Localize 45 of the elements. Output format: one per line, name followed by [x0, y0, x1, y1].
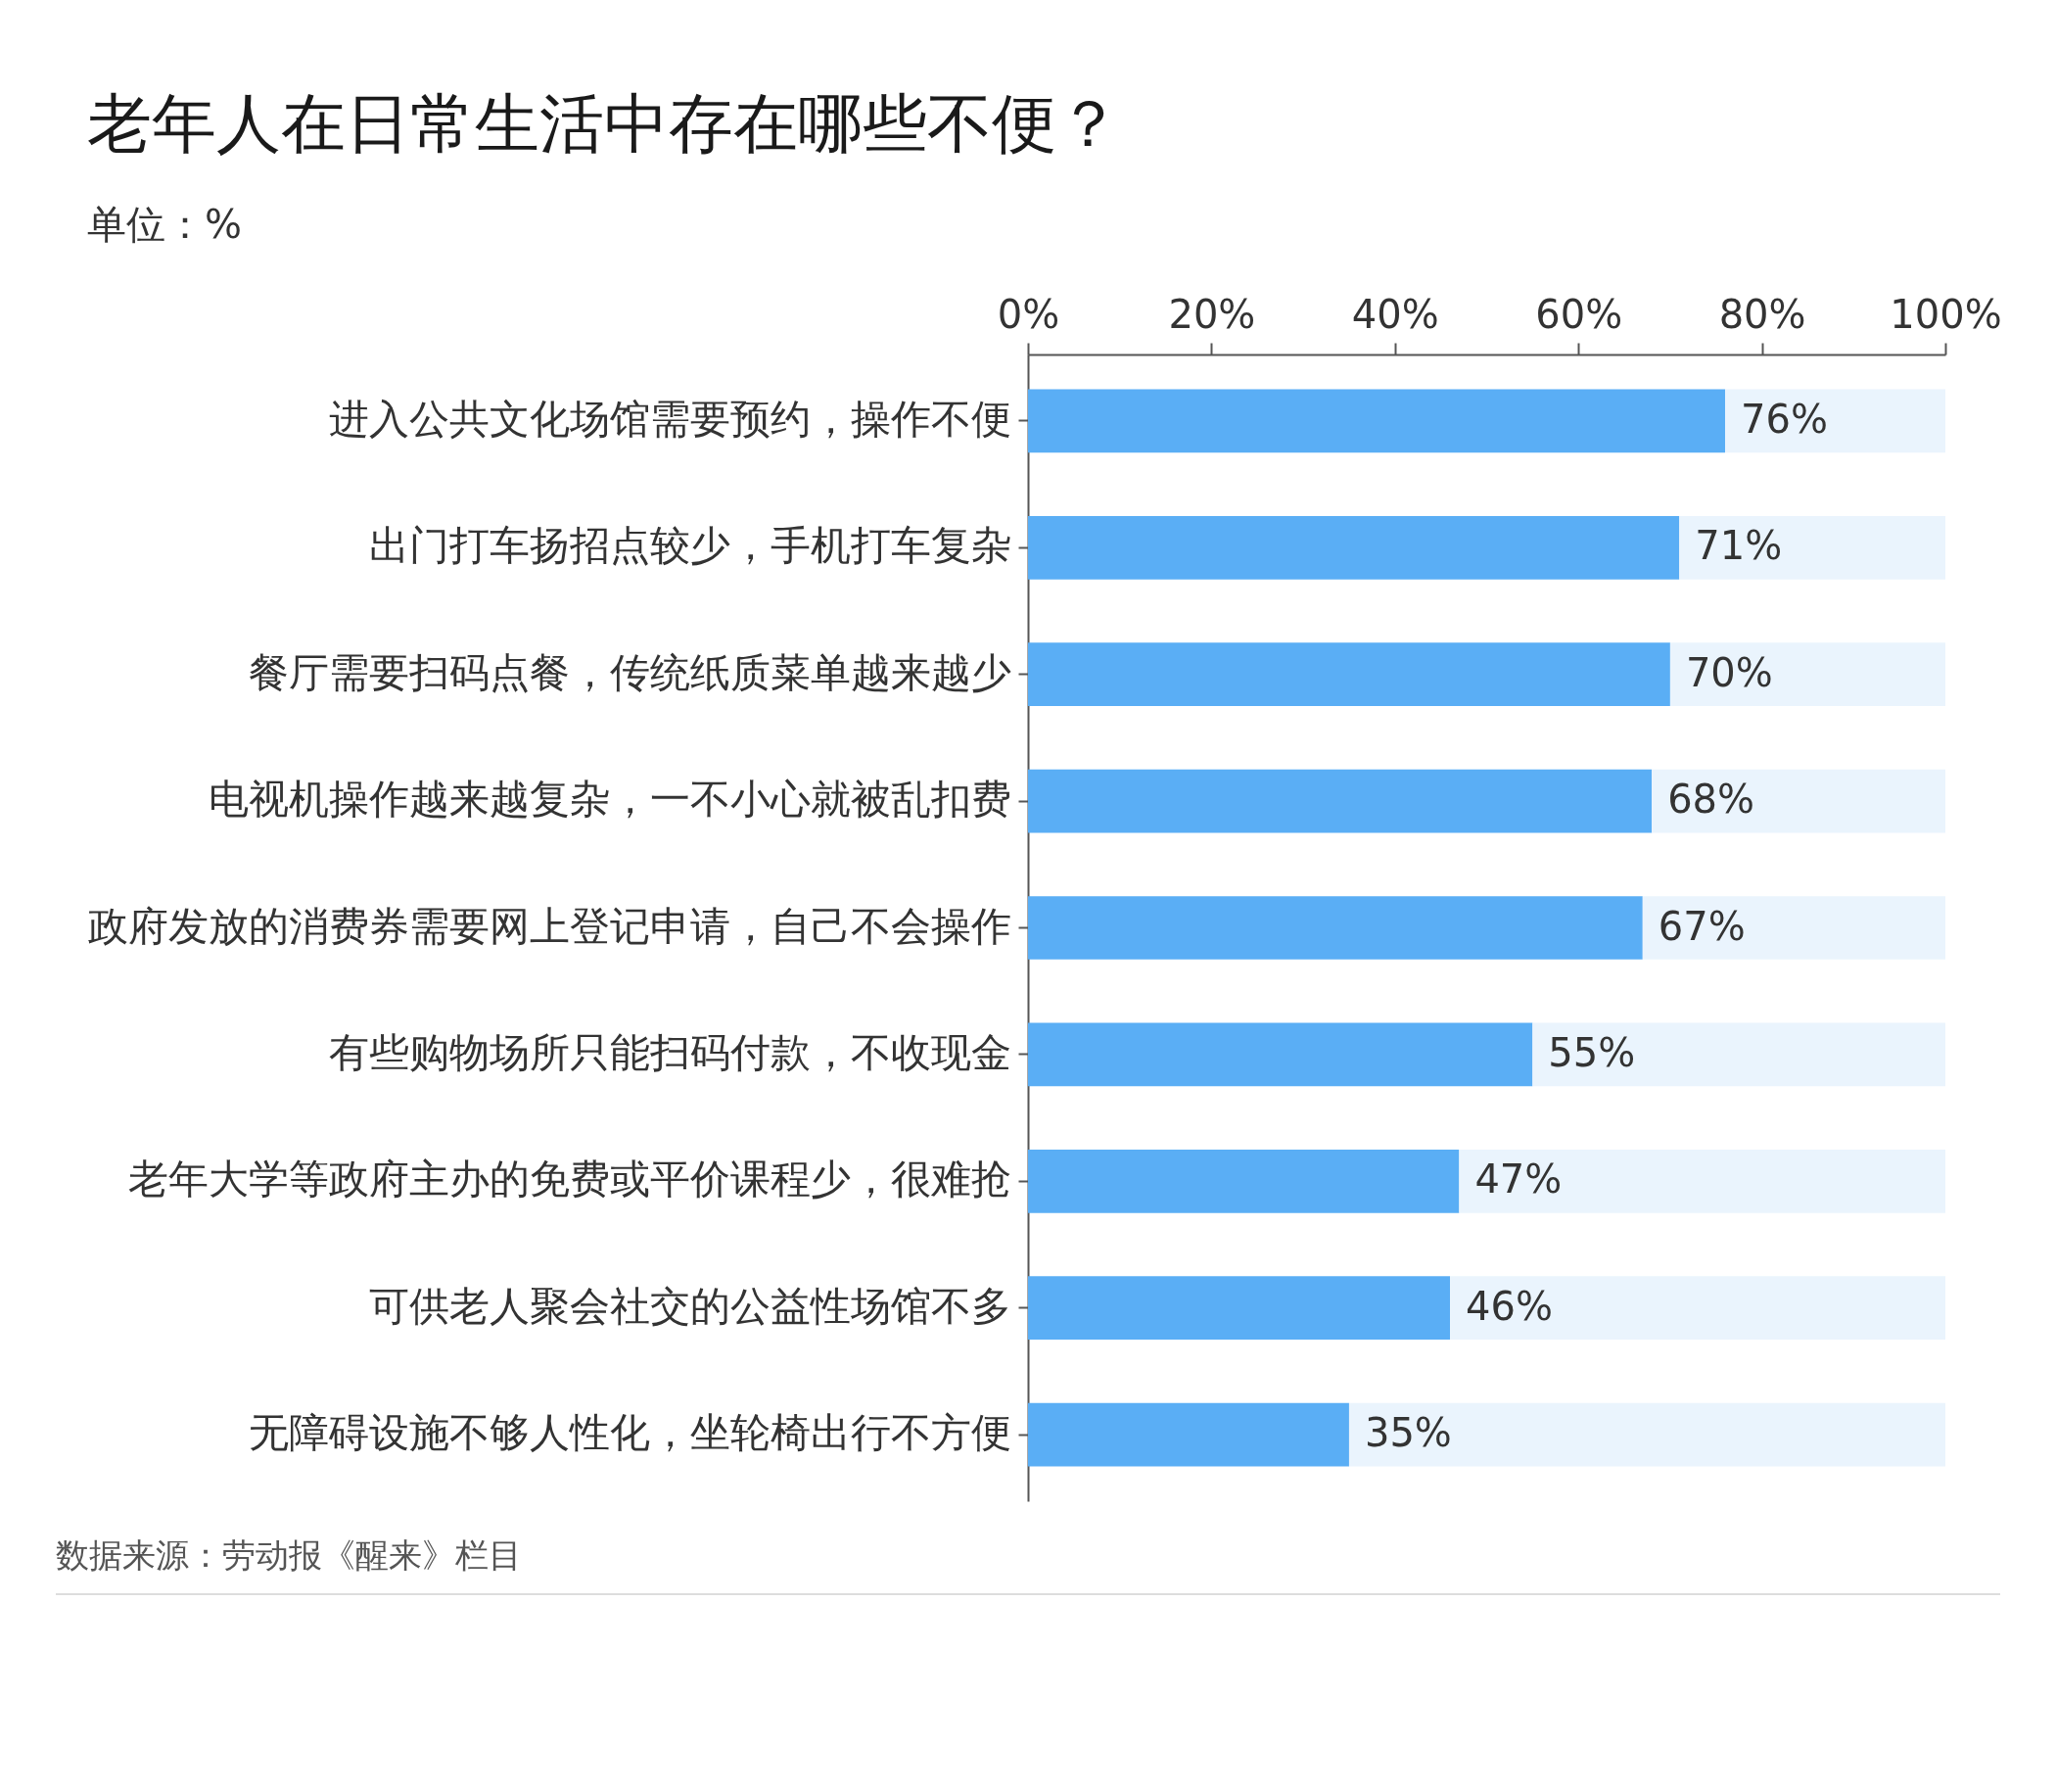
y-tick-label: 电视机操作越来越复杂，一不小心就被乱扣费 — [208, 776, 1011, 824]
bar — [1028, 1022, 1533, 1087]
bar — [1725, 389, 1945, 453]
bar — [1669, 642, 1945, 707]
bar — [1028, 769, 1653, 833]
x-tick-label: 60% — [1535, 291, 1623, 337]
bar — [1028, 1149, 1460, 1213]
y-tick-label: 政府发放的消费券需要网上登记申请，自己不会操作 — [87, 902, 1011, 950]
bar — [1028, 389, 1726, 453]
x-tick-label: 100% — [1890, 291, 2002, 337]
data-label: 68% — [1667, 777, 1755, 823]
bar — [1028, 515, 1680, 580]
bar — [1028, 642, 1670, 707]
y-tick-label: 有些购物场所只能扫码付款，不收现金 — [328, 1028, 1011, 1076]
data-label: 47% — [1474, 1156, 1563, 1203]
y-tick-label: 餐厅需要扫码点餐，传统纸质菜单越来越少 — [248, 648, 1011, 696]
y-tick-label: 可供老人聚会社交的公益性场馆不多 — [368, 1282, 1011, 1330]
data-label: 71% — [1695, 523, 1783, 569]
x-tick-label: 0% — [997, 291, 1060, 337]
data-label: 70% — [1685, 649, 1773, 695]
bar — [1532, 1022, 1945, 1087]
bar — [1459, 1149, 1945, 1213]
data-label: 35% — [1364, 1410, 1452, 1456]
bar — [1450, 1276, 1945, 1341]
chart-title: 老年人在日常生活中存在哪些不便？ — [87, 86, 1121, 162]
bar — [1028, 896, 1643, 960]
bar — [1679, 515, 1945, 580]
text: 单位：% — [87, 202, 243, 247]
y-tick-label: 老年大学等政府主办的免费或平价课程少，很难抢 — [127, 1155, 1011, 1203]
x-tick-label: 40% — [1351, 291, 1439, 337]
data-label: 46% — [1466, 1283, 1553, 1329]
bar — [1642, 896, 1945, 960]
bar — [1652, 769, 1945, 833]
data-label: 67% — [1658, 903, 1746, 949]
source-note: 数据来源：劳动报《醒来》栏目 — [56, 1535, 522, 1576]
bar — [1028, 1402, 1349, 1467]
y-tick-label: 出门打车扬招点较少，手机打车复杂 — [368, 522, 1011, 570]
y-tick-label: 无障碍设施不够人性化，坐轮椅出行不方便 — [248, 1409, 1011, 1457]
bar — [1348, 1402, 1945, 1467]
bar — [1028, 1276, 1451, 1341]
data-label: 55% — [1548, 1029, 1636, 1075]
x-tick-label: 80% — [1718, 291, 1806, 337]
x-tick-label: 20% — [1168, 291, 1256, 337]
y-tick-label: 进入公共文化场馆需要预约，操作不便 — [328, 395, 1011, 443]
data-label: 76% — [1741, 396, 1829, 442]
